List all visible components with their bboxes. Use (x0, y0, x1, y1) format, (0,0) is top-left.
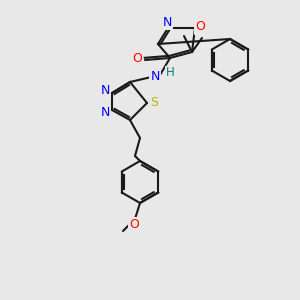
Text: O: O (195, 20, 205, 34)
Text: N: N (100, 85, 110, 98)
Text: H: H (166, 67, 174, 80)
Text: O: O (129, 218, 139, 230)
Text: N: N (162, 16, 172, 28)
Text: N: N (100, 106, 110, 118)
Text: O: O (132, 52, 142, 65)
Text: S: S (150, 97, 158, 110)
Text: N: N (150, 70, 160, 83)
